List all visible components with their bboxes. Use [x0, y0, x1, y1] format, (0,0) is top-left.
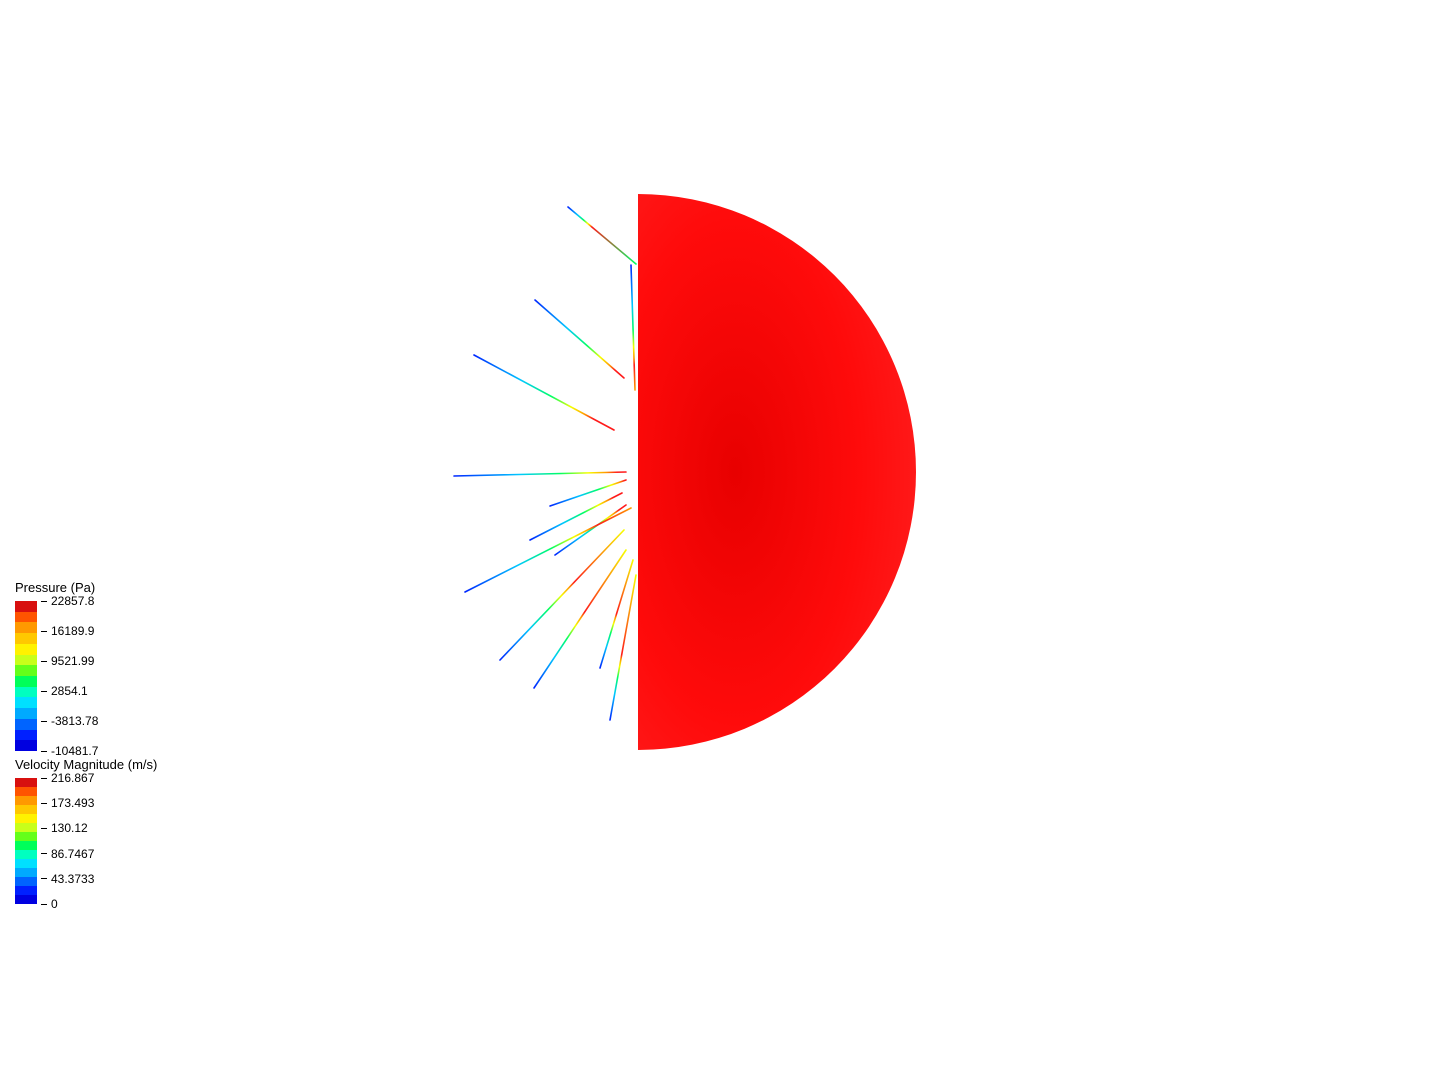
legend-color-segment	[15, 719, 37, 730]
legend-color-segment	[15, 633, 37, 644]
streamline	[454, 472, 626, 476]
legend-velocity-ticks: 216.867173.493130.1286.746743.37330	[41, 778, 121, 904]
legend-color-segment	[15, 859, 37, 868]
legend-color-segment	[15, 886, 37, 895]
streamline	[631, 265, 635, 390]
legend-tick-label: 2854.1	[41, 685, 88, 697]
legend-tick-label: 0	[41, 898, 58, 910]
legend-color-segment	[15, 687, 37, 698]
legend-color-segment	[15, 832, 37, 841]
legend-color-segment	[15, 697, 37, 708]
legend-pressure-body: 22857.816189.99521.992854.1-3813.78-1048…	[15, 601, 121, 751]
legend-velocity-bar	[15, 778, 37, 904]
legend-pressure-title: Pressure (Pa)	[15, 580, 121, 595]
streamline	[555, 505, 626, 555]
streamline	[474, 355, 614, 430]
legend-color-segment	[15, 895, 37, 904]
legend-color-segment	[15, 796, 37, 805]
streamline	[530, 493, 622, 540]
legend-color-segment	[15, 601, 37, 612]
legend-velocity-title: Velocity Magnitude (m/s)	[15, 757, 157, 772]
legend-color-segment	[15, 676, 37, 687]
legend-tick-label: -3813.78	[41, 715, 98, 727]
legend-color-segment	[15, 730, 37, 741]
legend-velocity-body: 216.867173.493130.1286.746743.37330	[15, 778, 157, 904]
legend-color-segment	[15, 814, 37, 823]
legend-color-segment	[15, 665, 37, 676]
legend-tick-label: 43.3733	[41, 873, 94, 885]
streamline	[600, 560, 633, 668]
legend-pressure: Pressure (Pa) 22857.8 16189.9 9521.99 2854.…	[15, 580, 121, 751]
legend-tick-label: -10481.7	[41, 745, 98, 757]
legend-velocity: Velocity Magnitude (m/s) 216.867 173.493 1…	[15, 757, 157, 904]
legend-tick-label: 22857.8	[41, 595, 94, 607]
streamline	[535, 300, 624, 378]
legend-color-segment	[15, 740, 37, 751]
streamline	[550, 480, 626, 506]
streamline	[610, 575, 636, 720]
legend-color-segment	[15, 805, 37, 814]
legend-color-segment	[15, 787, 37, 796]
legend-color-segment	[15, 850, 37, 859]
legend-tick-label: 16189.9	[41, 625, 94, 637]
legend-color-segment	[15, 877, 37, 886]
legend-color-segment	[15, 622, 37, 633]
legend-color-segment	[15, 823, 37, 832]
legend-color-segment	[15, 644, 37, 655]
legend-color-segment	[15, 655, 37, 666]
legend-pressure-bar	[15, 601, 37, 751]
legend-tick-label: 130.12	[41, 822, 88, 834]
streamline	[534, 550, 626, 688]
legend-tick-label: 216.867	[41, 772, 94, 784]
legend-color-segment	[15, 868, 37, 877]
cfd-scene	[0, 0, 1440, 1080]
streamline	[568, 207, 636, 264]
legend-color-segment	[15, 708, 37, 719]
legend-pressure-ticks: 22857.816189.99521.992854.1-3813.78-1048…	[41, 601, 121, 751]
legend-color-segment	[15, 841, 37, 850]
legend-color-segment	[15, 778, 37, 787]
legend-tick-label: 86.7467	[41, 848, 94, 860]
legend-tick-label: 9521.99	[41, 655, 94, 667]
hemisphere-surface	[638, 194, 916, 750]
legend-color-segment	[15, 612, 37, 623]
legend-tick-label: 173.493	[41, 797, 94, 809]
